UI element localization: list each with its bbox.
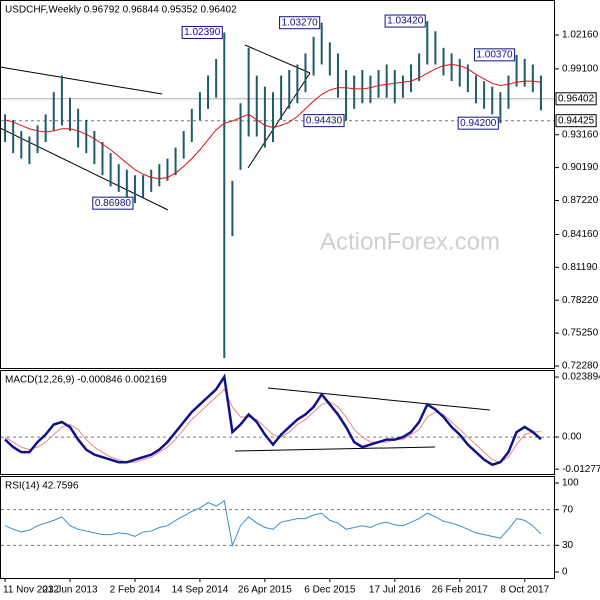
watermark: ActionForex.com xyxy=(320,228,500,255)
y-tick-label: 100 xyxy=(562,478,579,489)
y-tick-label: -0.012772 xyxy=(562,464,600,475)
y-tick-label: 0.78220 xyxy=(562,295,599,306)
price-label-text: 0.96402 xyxy=(558,93,595,104)
trend-line xyxy=(0,127,169,211)
price-label: 0.96402 xyxy=(555,92,597,106)
price-label-box xyxy=(92,196,134,210)
price-label: 1.03420 xyxy=(384,14,426,28)
price-label-box xyxy=(303,114,345,128)
price-label-text: 1.03420 xyxy=(387,16,424,27)
macd-title: MACD(12,26,9) -0.000846 0.002169 xyxy=(5,375,167,386)
y-tick-label: 1.02160 xyxy=(562,30,599,41)
y-tick-label: 0.84160 xyxy=(562,229,599,240)
macd-panel xyxy=(0,370,555,475)
chart-title: USDCHF,Weekly 0.96792 0.96844 0.95352 0.… xyxy=(5,5,237,16)
moving-average xyxy=(4,63,542,180)
x-tick-label: 8 Oct 2017 xyxy=(500,585,549,596)
trend-line xyxy=(234,446,436,452)
price-label: 0.94425 xyxy=(555,114,597,128)
x-tick-label: 17 Jul 2016 xyxy=(369,585,421,596)
price-label-text: 0.94200 xyxy=(460,118,497,129)
x-tick-label: 14 Sep 2014 xyxy=(172,585,229,596)
price-label-text: 1.02390 xyxy=(184,27,221,38)
x-tick-label: 11 Nov 2012 xyxy=(3,585,59,596)
x-tick-label: 26 Feb 2017 xyxy=(432,585,489,596)
y-tick-label: 0.93160 xyxy=(562,129,599,140)
price-label: 1.00370 xyxy=(473,48,516,62)
price-label: 0.94430 xyxy=(303,114,345,128)
y-tick-label: 0.87220 xyxy=(562,195,599,206)
price-label-text: 0.94425 xyxy=(558,115,595,126)
y-tick-label: 0.72280 xyxy=(562,361,599,372)
price-label-box xyxy=(384,14,426,28)
price-label-box xyxy=(555,92,597,106)
price-panel xyxy=(0,0,555,369)
x-tick-label: 23 Jun 2013 xyxy=(42,585,97,596)
rsi-panel xyxy=(0,476,555,579)
price-label-box xyxy=(279,16,321,30)
price-label-box xyxy=(473,48,516,62)
trend-line xyxy=(267,387,491,411)
x-tick-label: 26 Apr 2015 xyxy=(238,585,292,596)
price-label-text: 1.00370 xyxy=(476,49,513,60)
x-tick-label: 2 Feb 2014 xyxy=(110,585,161,596)
price-label-text: 0.86980 xyxy=(95,198,132,209)
price-label: 1.02390 xyxy=(181,25,223,39)
macd-line xyxy=(4,373,542,467)
y-tick-label: 0.90190 xyxy=(562,162,599,173)
price-label: 0.86980 xyxy=(92,196,134,210)
price-label-text: 1.03270 xyxy=(282,17,319,28)
rsi-line xyxy=(4,499,542,548)
y-tick-label: 30 xyxy=(562,540,574,551)
price-label-box xyxy=(457,116,499,130)
trend-line xyxy=(0,66,163,95)
price-label-box xyxy=(555,114,597,128)
y-tick-label: 0.00 xyxy=(562,432,582,443)
y-tick-label: 0 xyxy=(562,567,568,578)
signal-line xyxy=(4,388,541,463)
y-tick-label: 0.81190 xyxy=(562,262,598,273)
y-tick-label: 70 xyxy=(562,504,574,515)
y-tick-label: 0.99100 xyxy=(562,64,599,75)
rsi-title: RSI(14) 42.7596 xyxy=(5,481,79,492)
price-label-box xyxy=(181,25,223,39)
x-tick-label: 6 Dec 2015 xyxy=(304,585,356,596)
y-tick-label: 0.75250 xyxy=(562,328,599,339)
y-tick-label: 0.023894 xyxy=(562,372,600,383)
price-label: 0.94200 xyxy=(457,116,499,130)
price-label: 1.03270 xyxy=(279,16,321,30)
trend-line xyxy=(244,44,311,74)
price-label-text: 0.94430 xyxy=(306,115,343,126)
